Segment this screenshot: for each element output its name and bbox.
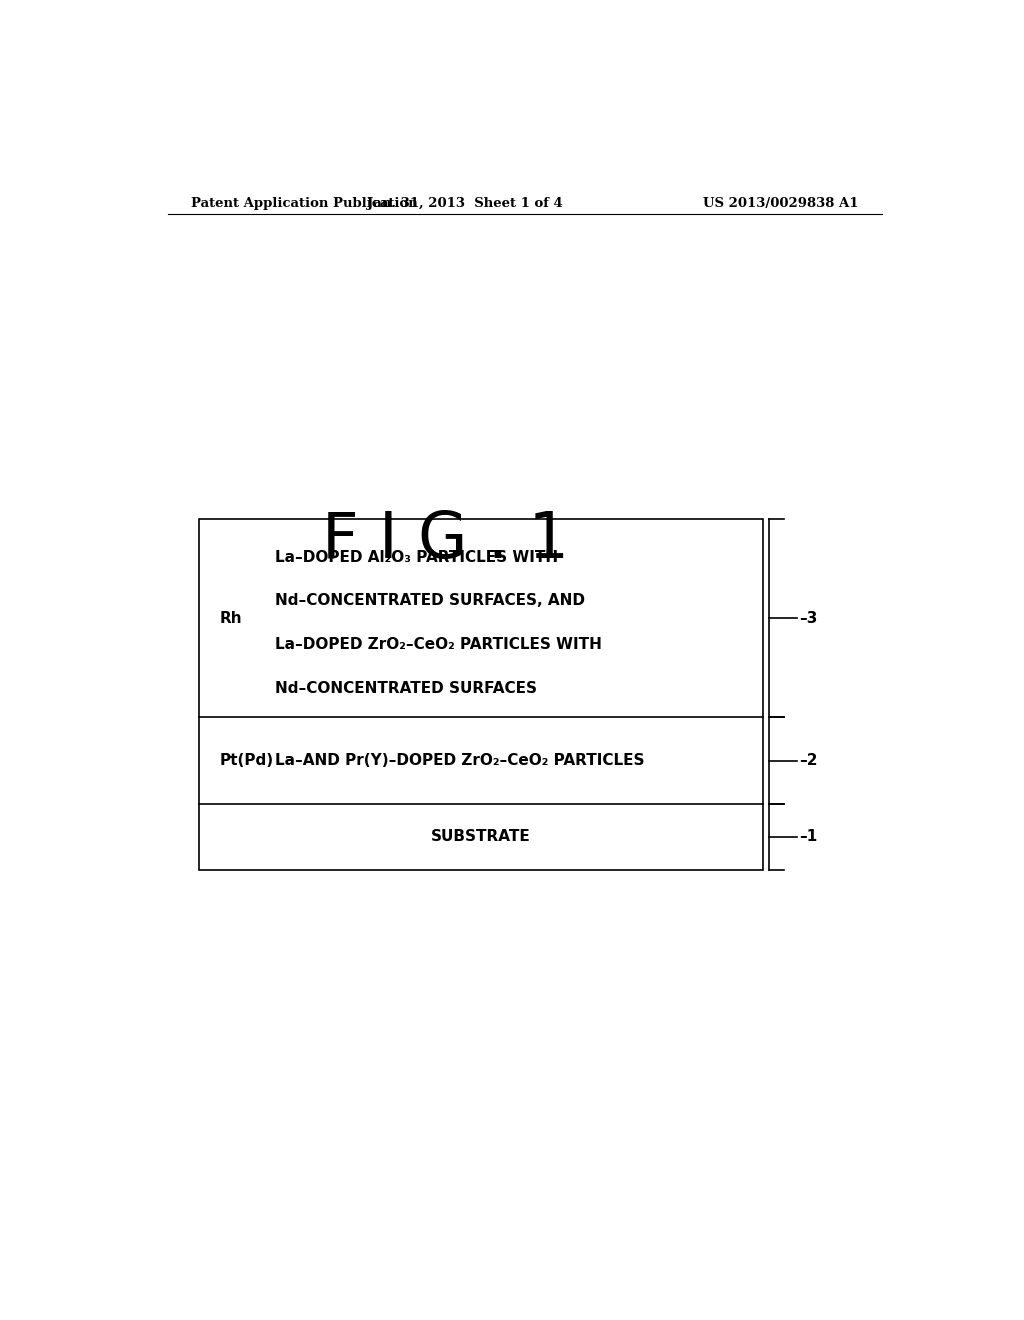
- Text: Nd–CONCENTRATED SURFACES, AND: Nd–CONCENTRATED SURFACES, AND: [274, 594, 585, 609]
- Text: La–DOPED ZrO₂–CeO₂ PARTICLES WITH: La–DOPED ZrO₂–CeO₂ PARTICLES WITH: [274, 638, 602, 652]
- Text: –3: –3: [800, 611, 818, 626]
- Text: Pt(Pd): Pt(Pd): [219, 754, 273, 768]
- Text: Jan. 31, 2013  Sheet 1 of 4: Jan. 31, 2013 Sheet 1 of 4: [368, 197, 563, 210]
- Text: US 2013/0029838 A1: US 2013/0029838 A1: [702, 197, 858, 210]
- Text: –2: –2: [800, 754, 818, 768]
- Text: SUBSTRATE: SUBSTRATE: [431, 829, 531, 845]
- Text: Rh: Rh: [219, 611, 242, 626]
- Bar: [200, 519, 763, 870]
- Text: La–DOPED Al₂O₃ PARTICLES WITH: La–DOPED Al₂O₃ PARTICLES WITH: [274, 549, 558, 565]
- Text: La–AND Pr(Y)–DOPED ZrO₂–CeO₂ PARTICLES: La–AND Pr(Y)–DOPED ZrO₂–CeO₂ PARTICLES: [274, 754, 644, 768]
- Text: Nd–CONCENTRATED SURFACES: Nd–CONCENTRATED SURFACES: [274, 681, 537, 696]
- Text: –1: –1: [800, 829, 817, 845]
- Text: Patent Application Publication: Patent Application Publication: [191, 197, 418, 210]
- Text: F I G . 1: F I G . 1: [322, 508, 569, 570]
